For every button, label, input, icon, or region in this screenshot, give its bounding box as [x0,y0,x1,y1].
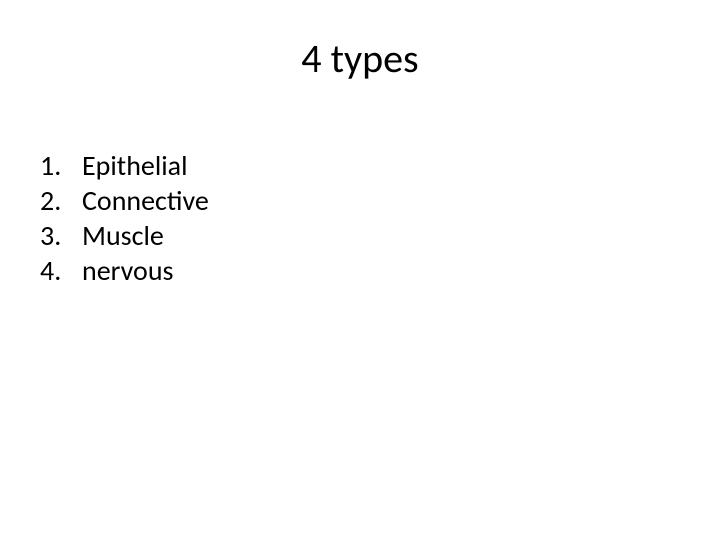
list-item-number: 1. [40,148,82,183]
list-item-text: nervous [82,253,173,288]
list-item-text: Epithelial [82,148,188,183]
slide-title: 4 types [0,34,720,83]
numbered-list: 1. Epithelial 2. Connective 3. Muscle 4.… [40,148,209,288]
list-item: 3. Muscle [40,218,209,253]
list-item: 2. Connective [40,183,209,218]
list-item-number: 4. [40,253,82,288]
list-item-number: 2. [40,183,82,218]
list-item-text: Muscle [82,218,164,253]
list-item-number: 3. [40,218,82,253]
list-item-text: Connective [82,183,209,218]
list-item: 4. nervous [40,253,209,288]
list-item: 1. Epithelial [40,148,209,183]
slide: 4 types 1. Epithelial 2. Connective 3. M… [0,0,720,540]
